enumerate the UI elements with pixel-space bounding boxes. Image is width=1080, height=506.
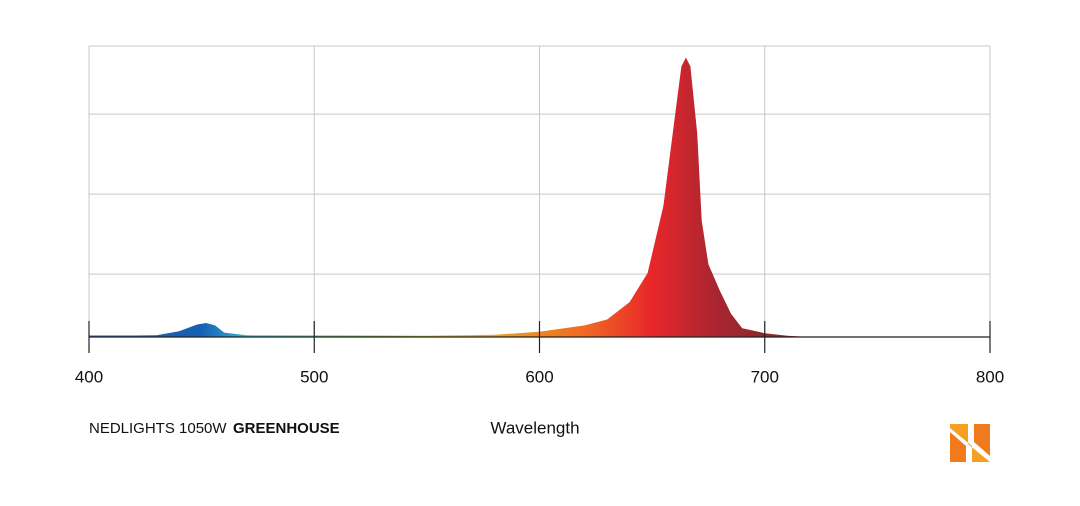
caption-bold: GREENHOUSE xyxy=(233,420,340,437)
x-tick-label: 700 xyxy=(751,367,779,386)
logo xyxy=(950,424,990,462)
x-tick-label: 600 xyxy=(525,367,553,386)
x-tick-label: 500 xyxy=(300,367,328,386)
caption: NEDLIGHTS 1050W xyxy=(89,420,227,437)
x-tick-label: 800 xyxy=(976,367,1004,386)
x-tick-label: 400 xyxy=(75,367,103,386)
x-axis-label: Wavelength xyxy=(490,418,579,437)
